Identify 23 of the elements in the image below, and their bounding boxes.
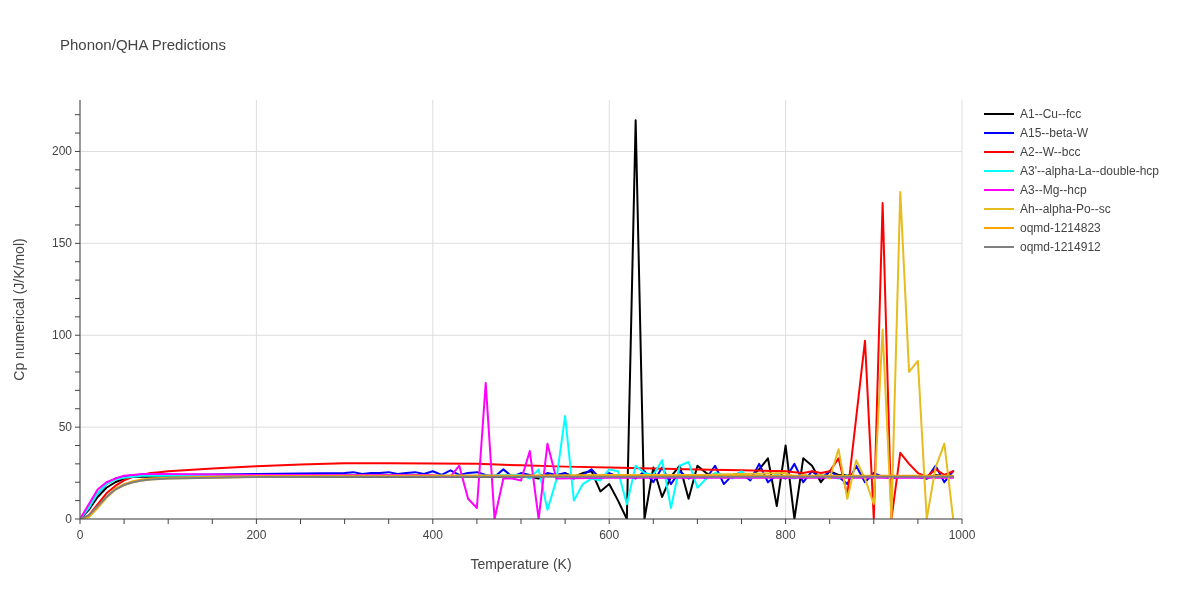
x-tick-label: 200 [246,528,267,542]
x-tick-label: 400 [422,528,444,542]
y-tick-label: 150 [51,236,73,251]
y-tick-label: 200 [51,144,73,159]
x-axis-title: Temperature (K) [470,556,572,572]
x-tick-label: 800 [775,528,796,542]
y-tick-label: 50 [58,420,73,435]
x-tick-label: 600 [599,528,620,542]
legend-label: A15--beta-W [1020,126,1089,140]
legend-label: A2--W--bcc [1020,145,1081,159]
x-tick-label: 1000 [948,528,976,542]
chart-title: Phonon/QHA Predictions [60,36,226,53]
legend-label: A1--Cu--fcc [1020,107,1082,121]
y-axis-title: Cp numerical (J/K/mol) [11,238,27,381]
legend-label: A3'--alpha-La--double-hcp [1020,164,1160,178]
x-tick-label: 0 [76,528,84,542]
legend-label: oqmd-1214912 [1020,240,1102,254]
legend-label: A3--Mg--hcp [1020,183,1088,197]
line-series [80,382,955,519]
y-tick-label: 100 [51,328,73,343]
legend-label: oqmd-1214823 [1020,221,1102,235]
legend-label: Ah--alpha-Po--sc [1020,202,1111,216]
y-tick-label: 0 [65,512,73,526]
